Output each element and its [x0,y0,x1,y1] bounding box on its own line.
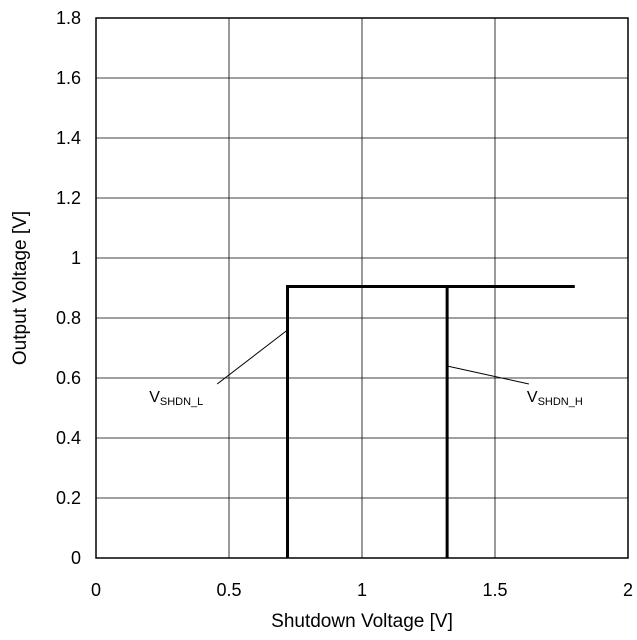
annotation-label-0: VSHDN_L [149,389,203,408]
x-tick-label: 1 [357,580,367,600]
y-tick-label: 1.4 [56,128,81,148]
y-axis-label: Output Voltage [V] [10,211,31,365]
x-tick-label: 0 [91,580,101,600]
y-tick-label: 1 [71,248,81,268]
annotation-main-1: V [527,389,538,406]
x-tick-label: 2 [623,580,633,600]
annotation-sub-0: SHDN_L [160,396,203,408]
annotation-main-0: V [149,389,160,406]
y-tick-label: 0.4 [56,428,81,448]
y-tick-label: 0.2 [56,488,81,508]
y-tick-label: 0.8 [56,308,81,328]
y-tick-label: 1.6 [56,68,81,88]
y-tick-label: 0.6 [56,368,81,388]
tick-labels: 0 0.5 1 1.5 2 0 0.2 0.4 0.6 0.8 1 1.2 1.4 1.6 1.8 [56,8,633,600]
x-tick-label: 0.5 [216,580,241,600]
annotation-label-1: VSHDN_H [527,389,583,408]
series-layer [286,285,575,558]
series-line-0 [286,285,575,558]
y-tick-label: 1.8 [56,8,81,28]
annotation-leader-1 [447,365,530,385]
y-tick-label: 1.2 [56,188,81,208]
annotations: VSHDN_L VSHDN_H [149,329,583,408]
annotation-sub-1: SHDN_H [538,396,583,408]
plot-frame [95,17,629,559]
x-axis-label: Shutdown Voltage [V] [271,611,453,632]
x-tick-label: 1.5 [482,580,507,600]
annotation-leader-0 [216,329,288,385]
y-tick-label: 0 [71,548,81,568]
